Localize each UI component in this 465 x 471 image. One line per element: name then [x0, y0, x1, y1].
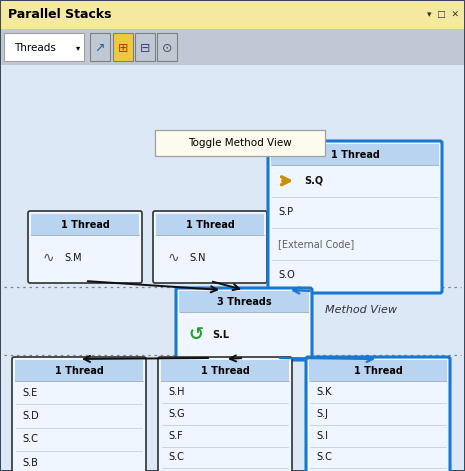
FancyBboxPatch shape [135, 33, 155, 61]
FancyBboxPatch shape [4, 33, 84, 61]
Text: ↺: ↺ [188, 326, 204, 344]
Text: 1 Thread: 1 Thread [60, 219, 109, 229]
Text: ⊟: ⊟ [140, 41, 150, 55]
FancyBboxPatch shape [306, 357, 450, 471]
FancyBboxPatch shape [90, 33, 110, 61]
FancyBboxPatch shape [113, 33, 133, 61]
Text: 1 Thread: 1 Thread [353, 366, 402, 376]
Text: S.C: S.C [168, 453, 184, 463]
Text: S.D: S.D [22, 411, 39, 421]
Text: S.G: S.G [168, 409, 185, 419]
Text: S.K: S.K [316, 387, 332, 397]
Text: ▾  □  ✕: ▾ □ ✕ [427, 10, 459, 19]
Text: S.P: S.P [278, 207, 293, 217]
FancyBboxPatch shape [158, 357, 292, 471]
Text: S.E: S.E [22, 388, 37, 398]
Text: ↗: ↗ [95, 41, 105, 55]
FancyBboxPatch shape [156, 214, 265, 236]
FancyBboxPatch shape [176, 288, 312, 360]
FancyBboxPatch shape [271, 144, 439, 166]
Text: ▾: ▾ [76, 43, 80, 52]
Text: 1 Thread: 1 Thread [331, 150, 379, 160]
Text: S.B: S.B [22, 458, 38, 468]
Text: Parallel Stacks: Parallel Stacks [8, 8, 112, 22]
FancyBboxPatch shape [1, 29, 464, 65]
Text: S.H: S.H [168, 387, 185, 397]
FancyBboxPatch shape [1, 1, 464, 29]
Text: S.C: S.C [316, 453, 332, 463]
Text: S.J: S.J [316, 409, 328, 419]
Text: ⊞: ⊞ [118, 41, 128, 55]
FancyBboxPatch shape [179, 291, 309, 313]
Text: Method View: Method View [325, 305, 397, 315]
Text: Threads: Threads [14, 43, 56, 53]
Text: S.F: S.F [168, 430, 183, 441]
Text: 1 Thread: 1 Thread [200, 365, 249, 375]
Text: ∿: ∿ [167, 251, 179, 265]
Text: S.M: S.M [64, 253, 82, 263]
Text: S.N: S.N [189, 253, 206, 263]
FancyBboxPatch shape [1, 65, 464, 470]
Text: 3 Threads: 3 Threads [217, 297, 271, 307]
FancyBboxPatch shape [28, 211, 142, 283]
FancyBboxPatch shape [157, 33, 177, 61]
FancyBboxPatch shape [14, 359, 143, 382]
Text: Toggle Method View: Toggle Method View [188, 138, 292, 148]
Text: 1 Thread: 1 Thread [186, 219, 234, 229]
Text: S.Q: S.Q [304, 176, 323, 186]
FancyBboxPatch shape [309, 360, 447, 382]
Text: [External Code]: [External Code] [278, 239, 354, 249]
Text: ∿: ∿ [42, 251, 54, 265]
Text: 1 Thread: 1 Thread [54, 365, 103, 375]
FancyBboxPatch shape [155, 130, 325, 156]
FancyBboxPatch shape [12, 357, 146, 471]
Text: ⊙: ⊙ [162, 41, 172, 55]
Text: S.C: S.C [22, 434, 38, 444]
FancyBboxPatch shape [268, 141, 442, 293]
Text: S.L: S.L [212, 330, 229, 340]
FancyBboxPatch shape [31, 214, 140, 236]
Text: S.I: S.I [316, 430, 328, 441]
FancyBboxPatch shape [153, 211, 267, 283]
Text: S.O: S.O [278, 270, 295, 280]
FancyBboxPatch shape [160, 359, 289, 382]
